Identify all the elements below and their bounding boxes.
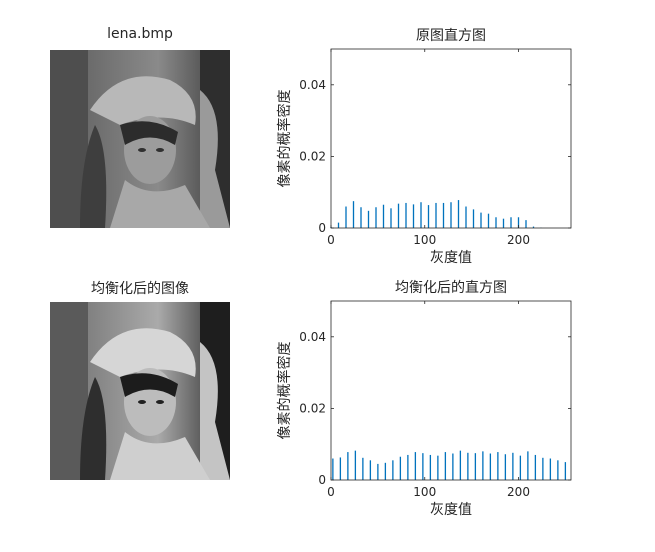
histogram-bar — [354, 450, 357, 480]
histogram-bar — [472, 209, 475, 228]
x-tick-label: 100 — [413, 233, 436, 247]
histogram-bar — [525, 220, 527, 228]
histogram-bar — [339, 457, 342, 480]
histogram-bar — [502, 218, 505, 228]
x-tick-label: 200 — [507, 233, 530, 247]
histogram-bar — [482, 451, 484, 480]
y-axis-label: 像素的概率密度 — [276, 90, 293, 188]
y-tick-label: 0.04 — [299, 78, 326, 92]
histogram-bar — [504, 454, 507, 480]
histogram-bar — [489, 453, 492, 480]
axes-box — [330, 300, 572, 481]
histogram-bar — [345, 206, 347, 228]
histogram-bar — [352, 201, 355, 228]
histogram-bar — [495, 217, 497, 228]
histogram-bar — [437, 455, 439, 480]
y-tick-label: 0.04 — [299, 330, 326, 344]
histogram-bar — [414, 452, 417, 480]
histogram-bar — [519, 455, 522, 480]
x-axis-label: 灰度值 — [430, 502, 472, 518]
histogram-bar — [390, 208, 392, 228]
histogram-bar — [377, 463, 379, 480]
grayscale-portrait-image — [50, 50, 230, 228]
histogram-bar — [384, 462, 387, 480]
histogram-bar — [442, 202, 445, 228]
histogram-bar — [487, 213, 490, 228]
histogram-bar — [407, 454, 409, 480]
histogram-bar — [332, 458, 334, 480]
histogram-bar — [459, 450, 462, 480]
histogram-bar — [405, 202, 407, 228]
x-tick-label: 100 — [413, 485, 436, 499]
histogram-bar — [397, 203, 400, 228]
axes-box — [330, 48, 572, 229]
histogram-bar — [474, 453, 477, 480]
x-tick-label: 0 — [327, 485, 335, 499]
y-tick-label: 0.02 — [299, 401, 326, 415]
y-tick-label: 0 — [318, 221, 326, 235]
histogram-bar — [337, 222, 340, 228]
y-tick-label: 0 — [318, 473, 326, 487]
histogram-bar — [435, 202, 437, 228]
histogram-bar — [382, 204, 385, 228]
histogram-bar — [412, 204, 415, 228]
histogram-bar — [369, 460, 372, 480]
histogram-bar — [444, 452, 447, 480]
image-title-original: lena.bmp — [107, 26, 173, 42]
image-title-equalized: 均衡化后的图像 — [91, 281, 189, 297]
histogram-bar — [367, 210, 370, 228]
x-tick-label: 200 — [507, 485, 530, 499]
histogram-bar — [517, 217, 520, 228]
histogram-bar — [429, 454, 432, 480]
histogram-bar — [422, 453, 424, 480]
histogram-bar — [497, 452, 499, 480]
equalized-grayscale-portrait-image — [50, 302, 230, 480]
histogram-bar — [527, 451, 529, 480]
histogram-bar — [399, 456, 402, 480]
histogram-2 — [330, 300, 572, 481]
histogram-bar — [392, 460, 394, 480]
chart-title: 均衡化后的直方图 — [395, 279, 507, 296]
histogram-bar — [457, 200, 460, 228]
histogram-bar — [427, 205, 430, 228]
histogram-bar — [510, 217, 512, 228]
histogram-bar — [420, 202, 422, 228]
histogram-bar — [452, 453, 454, 480]
histogram-bar — [549, 458, 552, 480]
histogram-bar — [564, 462, 567, 480]
histogram-bar — [557, 460, 559, 480]
histogram-bar — [532, 226, 535, 228]
histogram-bar — [465, 206, 467, 228]
y-tick-label: 0.02 — [299, 149, 326, 163]
histogram-bar — [480, 212, 482, 228]
histogram-bar — [362, 457, 364, 480]
histogram-bar — [375, 207, 377, 228]
chart-title: 原图直方图 — [416, 27, 486, 44]
histogram-bar — [360, 207, 362, 228]
histogram-bar — [450, 202, 452, 228]
y-axis-label: 像素的概率密度 — [276, 342, 293, 440]
histogram-bar — [512, 452, 514, 480]
x-tick-label: 0 — [327, 233, 335, 247]
histogram-bar — [534, 454, 537, 480]
histogram-1 — [330, 48, 572, 229]
histogram-bar — [347, 452, 349, 480]
histogram-bar — [467, 452, 469, 480]
x-axis-label: 灰度值 — [430, 250, 472, 266]
histogram-bar — [542, 457, 544, 480]
